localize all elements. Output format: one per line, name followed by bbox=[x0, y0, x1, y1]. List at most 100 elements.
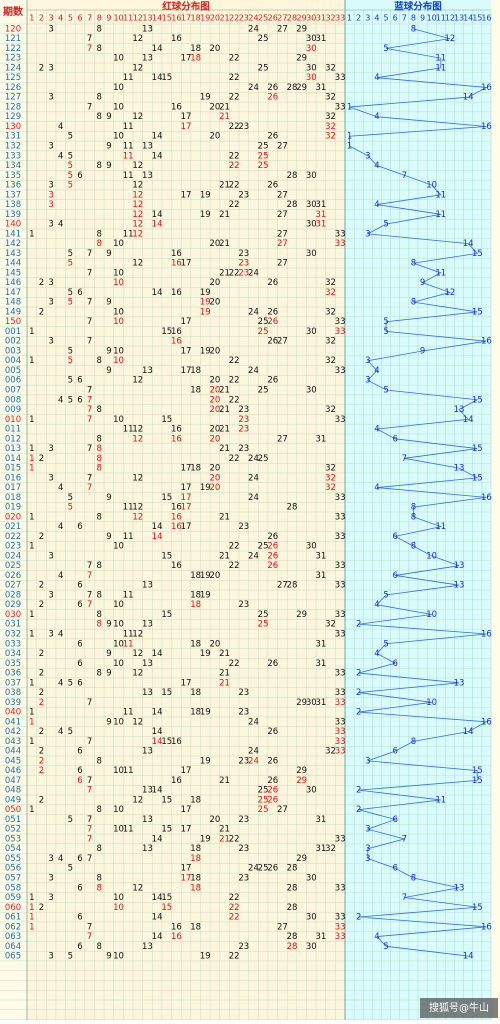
blue-number: 8 bbox=[411, 503, 416, 513]
period: 065 bbox=[5, 952, 21, 962]
red-number: 6 bbox=[77, 581, 82, 591]
period: 034 bbox=[5, 649, 21, 659]
red-number: 16 bbox=[171, 932, 182, 942]
blue-number: 13 bbox=[454, 561, 465, 571]
red-number: 30 bbox=[306, 942, 317, 952]
red-number: 3 bbox=[48, 63, 53, 73]
red-number: 16 bbox=[171, 503, 182, 513]
red-number: 10 bbox=[113, 600, 124, 610]
blue-number: 4 bbox=[374, 425, 379, 435]
red-number: 3 bbox=[48, 190, 53, 200]
red-number: 31 bbox=[315, 659, 326, 669]
red-number: 7 bbox=[87, 786, 92, 796]
red-number: 26 bbox=[267, 337, 278, 347]
red-number: 10 bbox=[113, 268, 124, 278]
red-number: 18 bbox=[190, 54, 201, 64]
red-number: 16 bbox=[171, 102, 182, 112]
red-number: 26 bbox=[267, 376, 278, 386]
red-number: 3 bbox=[48, 278, 53, 288]
red-number: 17 bbox=[181, 493, 192, 503]
red-number: 7 bbox=[87, 317, 92, 327]
period: 127 bbox=[5, 93, 21, 103]
red-number: 8 bbox=[97, 561, 102, 571]
blue-number: 5 bbox=[383, 44, 388, 54]
red-number: 24 bbox=[248, 756, 259, 766]
blue-col-label: 16 bbox=[481, 14, 491, 23]
period: 148 bbox=[5, 298, 21, 308]
red-number: 14 bbox=[152, 210, 163, 220]
red-number: 14 bbox=[152, 727, 163, 737]
period: 140 bbox=[5, 220, 21, 230]
red-number: 24 bbox=[248, 454, 259, 464]
red-number: 7 bbox=[87, 415, 92, 425]
red-number: 28 bbox=[287, 503, 298, 513]
red-number: 30 bbox=[306, 786, 317, 796]
red-number: 14 bbox=[152, 288, 163, 298]
red-number: 5 bbox=[68, 259, 73, 269]
red-col-label: 15 bbox=[162, 14, 172, 23]
red-number: 8 bbox=[97, 93, 102, 103]
red-number: 14 bbox=[152, 132, 163, 142]
red-number: 17 bbox=[181, 805, 192, 815]
red-number: 1 bbox=[29, 708, 34, 718]
red-number: 3 bbox=[48, 893, 53, 903]
red-number: 10 bbox=[113, 132, 124, 142]
red-number: 32 bbox=[325, 288, 336, 298]
red-number: 4 bbox=[58, 854, 63, 864]
period: 029 bbox=[5, 600, 21, 610]
red-number: 8 bbox=[97, 24, 102, 34]
red-number: 25 bbox=[258, 786, 269, 796]
red-number: 23 bbox=[238, 425, 249, 435]
blue-number: 11 bbox=[435, 795, 446, 805]
red-number: 3 bbox=[48, 444, 53, 454]
red-number: 7 bbox=[87, 483, 92, 493]
red-number: 7 bbox=[87, 932, 92, 942]
blue-number: 3 bbox=[365, 854, 370, 864]
blue-number: 8 bbox=[411, 298, 416, 308]
period: 048 bbox=[5, 786, 21, 796]
red-number: 6 bbox=[77, 639, 82, 649]
red-number: 19 bbox=[200, 93, 211, 103]
red-number: 14 bbox=[152, 737, 163, 747]
red-number: 5 bbox=[68, 161, 73, 171]
blue-number: 12 bbox=[445, 34, 456, 44]
blue-number: 14 bbox=[463, 952, 474, 962]
red-number: 12 bbox=[132, 220, 143, 230]
red-number: 26 bbox=[267, 307, 278, 317]
red-number: 31 bbox=[315, 571, 326, 581]
red-number: 32 bbox=[325, 405, 336, 415]
blue-number: 4 bbox=[374, 73, 379, 83]
red-number: 11 bbox=[123, 151, 134, 161]
red-number: 1 bbox=[29, 678, 34, 688]
blue-number: 15 bbox=[472, 395, 483, 405]
blue-number: 11 bbox=[435, 190, 446, 200]
red-number: 6 bbox=[77, 288, 82, 298]
red-number: 10 bbox=[113, 952, 124, 962]
red-number: 22 bbox=[229, 893, 240, 903]
red-number: 7 bbox=[87, 44, 92, 54]
red-number: 18 bbox=[190, 883, 201, 893]
red-number: 5 bbox=[68, 181, 73, 191]
red-number: 26 bbox=[267, 786, 278, 796]
red-number: 33 bbox=[335, 512, 346, 522]
blue-col-label: 15 bbox=[472, 14, 482, 23]
red-number: 19 bbox=[200, 210, 211, 220]
period-header: 期数 bbox=[3, 5, 24, 18]
red-number: 3 bbox=[48, 220, 53, 230]
period: 124 bbox=[5, 63, 21, 73]
red-number: 27 bbox=[277, 210, 288, 220]
red-number: 14 bbox=[152, 893, 163, 903]
red-number: 19 bbox=[200, 571, 211, 581]
blue-col-label: 5 bbox=[384, 14, 389, 23]
blue-number: 3 bbox=[365, 356, 370, 366]
red-number: 1 bbox=[29, 512, 34, 522]
red-number: 32 bbox=[325, 473, 336, 483]
period: 007 bbox=[5, 386, 21, 396]
red-number: 7 bbox=[87, 249, 92, 259]
red-number: 1 bbox=[29, 922, 34, 932]
red-number: 2 bbox=[39, 307, 44, 317]
red-number: 16 bbox=[171, 337, 182, 347]
red-number: 12 bbox=[132, 190, 143, 200]
red-col-label: 27 bbox=[277, 14, 287, 23]
blue-number: 7 bbox=[402, 893, 407, 903]
